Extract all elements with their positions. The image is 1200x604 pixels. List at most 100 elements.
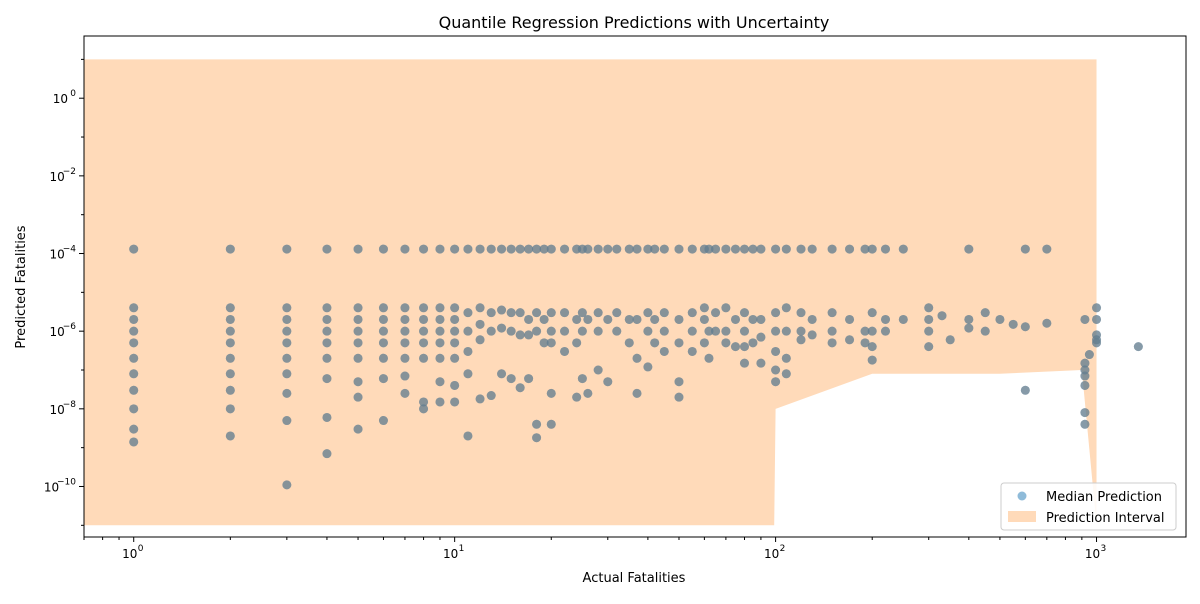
median-prediction-point-overlay — [807, 244, 817, 254]
median-prediction-point-overlay — [860, 244, 870, 254]
median-prediction-point-overlay — [937, 311, 947, 321]
median-prediction-point-overlay — [650, 314, 660, 324]
median-prediction-point-overlay — [129, 424, 139, 434]
x-tick-label: 10 — [1085, 547, 1100, 561]
median-prediction-point-overlay — [560, 308, 570, 318]
median-prediction-point-overlay — [322, 303, 332, 313]
median-prediction-point-overlay — [721, 244, 731, 254]
median-prediction-point-overlay — [322, 449, 332, 459]
median-prediction-point-overlay — [378, 338, 388, 348]
median-prediction-point-overlay — [756, 244, 766, 254]
median-prediction-point-overlay — [845, 335, 855, 345]
median-prediction-point-overlay — [225, 385, 235, 395]
median-prediction-point-overlay — [827, 326, 837, 336]
median-prediction-point-overlay — [687, 346, 697, 356]
median-prediction-point-overlay — [353, 326, 363, 336]
median-prediction-point-overlay — [796, 244, 806, 254]
median-prediction-point-overlay — [964, 244, 974, 254]
median-prediction-point-overlay — [539, 244, 549, 254]
median-prediction-point-overlay — [129, 326, 139, 336]
median-prediction-point-overlay — [1092, 338, 1102, 348]
y-axis-label: Predicted Fatalities — [14, 225, 29, 348]
median-prediction-point-overlay — [1080, 419, 1090, 429]
median-prediction-point-overlay — [739, 342, 749, 352]
median-prediction-point-overlay — [539, 314, 549, 324]
median-prediction-point-overlay — [898, 314, 908, 324]
median-prediction-point-overlay — [924, 314, 934, 324]
median-prediction-point-overlay — [497, 369, 507, 379]
median-prediction-point-overlay — [506, 244, 516, 254]
median-prediction-point-overlay — [643, 244, 653, 254]
median-prediction-point-overlay — [435, 314, 445, 324]
prediction-interval-band — [84, 59, 1097, 526]
median-prediction-point-overlay — [624, 338, 634, 348]
median-prediction-point-overlay — [378, 314, 388, 324]
median-prediction-point-overlay — [378, 244, 388, 254]
median-prediction-point-overlay — [400, 326, 410, 336]
median-prediction-point-overlay — [378, 303, 388, 313]
y-tick-label: 10 — [44, 480, 59, 494]
median-prediction-point-overlay — [129, 404, 139, 414]
median-prediction-point-overlay — [225, 353, 235, 363]
median-prediction-point-overlay — [860, 326, 870, 336]
median-prediction-point-overlay — [515, 383, 525, 393]
median-prediction-point-overlay — [1042, 244, 1052, 254]
y-tick-exponent: −8 — [63, 400, 77, 410]
median-prediction-point-overlay — [353, 338, 363, 348]
median-prediction-point-overlay — [560, 244, 570, 254]
median-prediction-point-overlay — [687, 326, 697, 336]
median-prediction-point-overlay — [674, 338, 684, 348]
median-prediction-point-overlay — [659, 308, 669, 318]
median-prediction-point-overlay — [730, 244, 740, 254]
y-tick-exponent: −2 — [63, 167, 76, 177]
median-prediction-point-overlay — [687, 244, 697, 254]
median-prediction-point-overlay — [593, 365, 603, 375]
median-prediction-point-overlay — [463, 308, 473, 318]
median-prediction-point-overlay — [898, 244, 908, 254]
median-prediction-point-overlay — [515, 308, 525, 318]
median-prediction-point-overlay — [867, 244, 877, 254]
chart-legend: Median Prediction Prediction Interval — [1000, 482, 1177, 531]
x-tick-label: 10 — [443, 547, 458, 561]
median-prediction-point-overlay — [282, 338, 292, 348]
median-prediction-point-overlay — [353, 303, 363, 313]
median-prediction-point-overlay — [225, 326, 235, 336]
x-tick-label: 10 — [122, 547, 137, 561]
median-prediction-point-overlay — [796, 335, 806, 345]
median-prediction-point-overlay — [225, 303, 235, 313]
median-prediction-point-overlay — [225, 338, 235, 348]
median-prediction-point-overlay — [771, 377, 781, 387]
median-prediction-point-overlay — [419, 338, 429, 348]
median-prediction-point-overlay — [632, 388, 642, 398]
median-prediction-point-overlay — [577, 326, 587, 336]
median-prediction-point-overlay — [1080, 371, 1090, 381]
median-prediction-point-overlay — [475, 394, 485, 404]
median-prediction-point-overlay — [748, 244, 758, 254]
median-prediction-point-overlay — [1092, 314, 1102, 324]
median-prediction-point-overlay — [807, 330, 817, 340]
median-prediction-point-overlay — [650, 338, 660, 348]
median-prediction-point-overlay — [1080, 380, 1090, 390]
median-prediction-point-overlay — [624, 244, 634, 254]
median-prediction-point-overlay — [730, 314, 740, 324]
median-prediction-point-overlay — [945, 335, 955, 345]
median-prediction-point-overlay — [860, 338, 870, 348]
y-tick-label: 10 — [50, 325, 65, 339]
median-prediction-point-overlay — [827, 244, 837, 254]
median-prediction-point-overlay — [546, 308, 556, 318]
median-prediction-point-overlay — [583, 388, 593, 398]
median-prediction-point-overlay — [711, 244, 721, 254]
median-prediction-point-overlay — [781, 369, 791, 379]
median-prediction-point-overlay — [506, 374, 516, 384]
median-prediction-point-overlay — [867, 326, 877, 336]
median-prediction-point-overlay — [419, 303, 429, 313]
median-prediction-point-overlay — [463, 244, 473, 254]
median-prediction-point-overlay — [450, 326, 460, 336]
median-prediction-point-overlay — [225, 369, 235, 379]
x-tick-exponent: 1 — [459, 544, 465, 554]
median-prediction-point-overlay — [546, 419, 556, 429]
median-prediction-point-overlay — [450, 303, 460, 313]
